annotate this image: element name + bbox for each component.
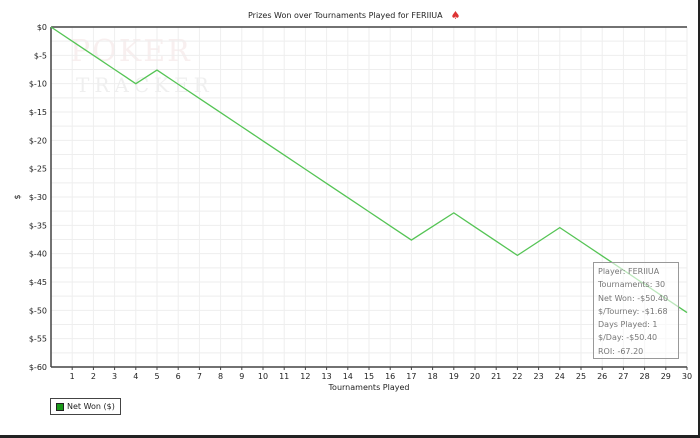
x-tick-label: 16: [385, 372, 395, 381]
x-tick-label: 3: [112, 372, 117, 381]
y-tick-label: $-20: [29, 136, 47, 145]
spade-icon: ♠: [450, 9, 461, 22]
x-tick-label: 8: [218, 372, 223, 381]
x-tick-label: 12: [300, 372, 310, 381]
y-tick-label: $-25: [29, 165, 47, 174]
info-per-tourney: $/Tourney: -$1.68: [598, 306, 668, 316]
x-tick-label: 1: [70, 372, 75, 381]
y-tick-label: $-35: [29, 221, 47, 230]
x-tick-label: 15: [364, 372, 374, 381]
y-tick-label: $-5: [34, 51, 47, 60]
x-tick-label: 29: [661, 372, 671, 381]
x-tick-label: 6: [176, 372, 181, 381]
legend-swatch: [56, 402, 64, 411]
y-axis-label: $: [13, 194, 22, 199]
x-tick-label: 14: [343, 372, 353, 381]
x-tick-label: 2: [91, 372, 96, 381]
x-tick-label: 27: [618, 372, 628, 381]
y-tick-label: $-50: [29, 306, 47, 315]
x-tick-label: 21: [491, 372, 501, 381]
x-tick-label: 24: [555, 372, 565, 381]
y-tick-label: $-40: [29, 250, 47, 259]
info-tournaments: Tournaments: 30: [598, 280, 666, 290]
x-tick-label: 23: [534, 372, 544, 381]
info-roi: ROI: -67.20: [598, 346, 644, 356]
info-per-day: $/Day: -$50.40: [598, 333, 658, 343]
y-tick-label: $-10: [29, 80, 47, 89]
watermark-logo-sub: TRACKER: [76, 73, 214, 97]
legend: Net Won ($): [50, 398, 121, 415]
player-info-box: Player: FERIIUA Tournaments: 30 Net Won:…: [593, 262, 679, 359]
x-tick-label: 17: [406, 372, 416, 381]
x-tick-label: 25: [576, 372, 586, 381]
x-tick-label: 28: [640, 372, 650, 381]
x-tick-label: 7: [197, 372, 202, 381]
x-tick-label: 10: [258, 372, 268, 381]
y-tick-label: $-60: [29, 363, 47, 372]
y-tick-label: $0: [37, 23, 47, 32]
x-axis-label: Tournaments Played: [328, 383, 410, 392]
y-tick-label: $-15: [29, 108, 47, 117]
x-tick-label: 30: [682, 372, 692, 381]
y-tick-label: $-45: [29, 278, 47, 287]
info-net-won: Net Won: -$50.40: [598, 293, 669, 303]
y-tick-label: $-30: [29, 193, 47, 202]
x-tick-label: 20: [470, 372, 480, 381]
x-tick-label: 5: [154, 372, 159, 381]
x-tick-label: 22: [512, 372, 522, 381]
x-tick-label: 9: [239, 372, 244, 381]
x-tick-label: 11: [279, 372, 289, 381]
y-tick-label: $-55: [29, 335, 47, 344]
legend-label: Net Won ($): [67, 402, 115, 411]
x-tick-label: 26: [597, 372, 607, 381]
x-tick-label: 18: [428, 372, 438, 381]
title-row: Prizes Won over Tournaments Played for F…: [248, 10, 461, 22]
x-tick-label: 13: [322, 372, 332, 381]
info-days-played: Days Played: 1: [598, 320, 658, 330]
x-tick-label: 4: [133, 372, 138, 381]
x-tick-label: 19: [449, 372, 459, 381]
chart-title: Prizes Won over Tournaments Played for F…: [248, 11, 443, 20]
info-player: Player: FERIIUA: [598, 267, 660, 276]
